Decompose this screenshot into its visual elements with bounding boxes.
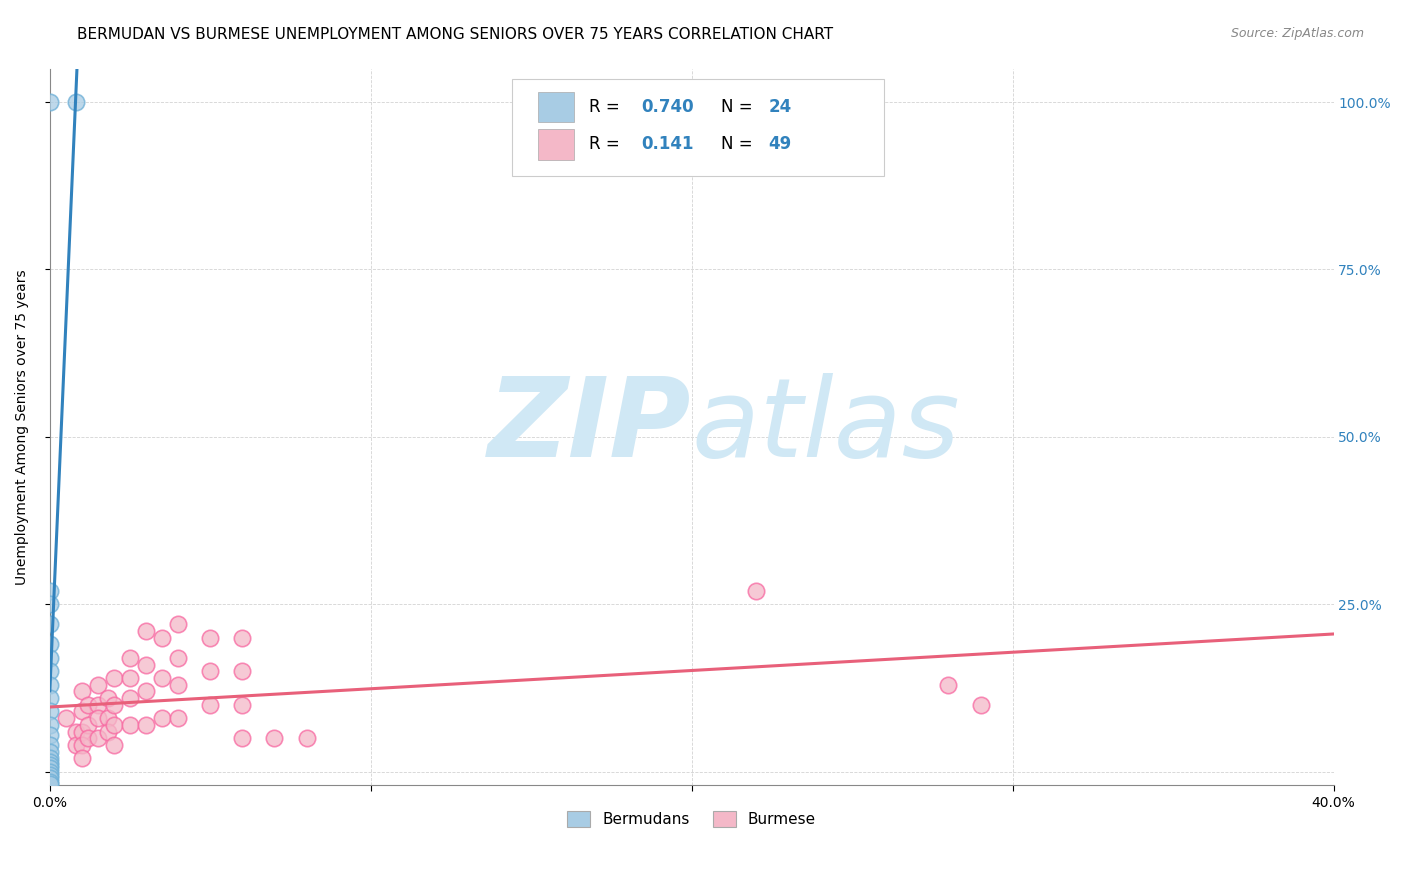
Bar <box>537 129 574 160</box>
Point <box>77 698 100 712</box>
Text: 0.141: 0.141 <box>641 136 695 153</box>
Point <box>38 728 60 742</box>
Point <box>231 665 253 679</box>
Point <box>200 631 222 645</box>
Point <box>38 758 60 772</box>
Text: 0.740: 0.740 <box>641 98 695 116</box>
Point <box>38 583 60 598</box>
Point <box>70 751 93 765</box>
Point <box>77 731 100 746</box>
Point <box>135 684 157 698</box>
Point <box>263 731 285 746</box>
Point <box>38 665 60 679</box>
Point <box>70 724 93 739</box>
Point <box>200 698 222 712</box>
Point <box>200 665 222 679</box>
Point <box>135 657 157 672</box>
Point <box>150 711 173 725</box>
Point <box>38 768 60 782</box>
Y-axis label: Unemployment Among Seniors over 75 years: Unemployment Among Seniors over 75 years <box>15 269 30 584</box>
Point <box>120 691 142 706</box>
Point <box>97 711 120 725</box>
Point <box>938 678 960 692</box>
Point <box>38 637 60 651</box>
Point <box>38 691 60 706</box>
Point <box>150 671 173 685</box>
Point <box>38 745 60 759</box>
Point <box>231 631 253 645</box>
Text: Source: ZipAtlas.com: Source: ZipAtlas.com <box>1230 27 1364 40</box>
Point <box>38 772 60 786</box>
Point <box>65 95 87 109</box>
Text: R =: R = <box>589 98 626 116</box>
Point <box>103 718 125 732</box>
Point <box>969 698 991 712</box>
Point <box>38 597 60 611</box>
Point <box>103 738 125 752</box>
Point <box>135 624 157 638</box>
Point <box>97 691 120 706</box>
Point <box>38 755 60 769</box>
Text: N =: N = <box>721 98 758 116</box>
Point <box>38 678 60 692</box>
Point <box>103 698 125 712</box>
Point <box>55 711 77 725</box>
Point <box>745 583 768 598</box>
Point <box>38 718 60 732</box>
Point <box>65 724 87 739</box>
Point <box>38 617 60 632</box>
Point <box>167 711 190 725</box>
Point <box>167 678 190 692</box>
Point <box>38 761 60 775</box>
Point <box>167 617 190 632</box>
Point <box>231 698 253 712</box>
Point <box>231 731 253 746</box>
Legend: Bermudans, Burmese: Bermudans, Burmese <box>560 804 824 835</box>
Point <box>38 650 60 665</box>
Text: atlas: atlas <box>692 374 960 480</box>
Text: BERMUDAN VS BURMESE UNEMPLOYMENT AMONG SENIORS OVER 75 YEARS CORRELATION CHART: BERMUDAN VS BURMESE UNEMPLOYMENT AMONG S… <box>77 27 834 42</box>
Point <box>120 718 142 732</box>
Point <box>150 631 173 645</box>
Text: 24: 24 <box>769 98 792 116</box>
Point <box>87 698 110 712</box>
Point <box>167 650 190 665</box>
Point <box>38 738 60 752</box>
Point <box>38 705 60 719</box>
Point <box>97 724 120 739</box>
Point <box>135 718 157 732</box>
Point <box>120 671 142 685</box>
Point <box>295 731 318 746</box>
Point <box>103 671 125 685</box>
Point <box>38 764 60 779</box>
Point <box>65 738 87 752</box>
Text: N =: N = <box>721 136 758 153</box>
Text: ZIP: ZIP <box>488 374 692 480</box>
Point <box>38 777 60 791</box>
Point <box>70 684 93 698</box>
Bar <box>537 92 574 122</box>
Point <box>87 678 110 692</box>
Point <box>87 711 110 725</box>
Text: 49: 49 <box>769 136 792 153</box>
Point <box>38 774 60 789</box>
Text: R =: R = <box>589 136 626 153</box>
FancyBboxPatch shape <box>512 79 884 176</box>
Point <box>70 705 93 719</box>
Point <box>70 738 93 752</box>
Point <box>38 751 60 765</box>
Point <box>38 95 60 109</box>
Point <box>87 731 110 746</box>
Point <box>77 718 100 732</box>
Point <box>120 650 142 665</box>
